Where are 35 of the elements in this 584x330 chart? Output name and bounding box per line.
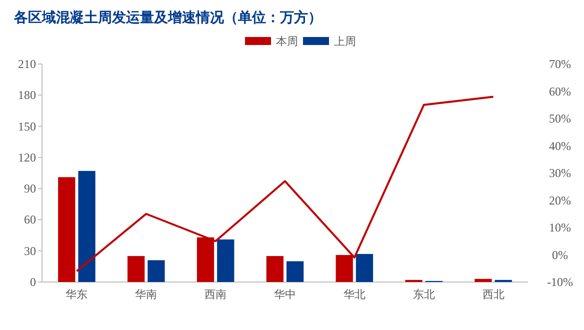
legend-label: 本周 (276, 35, 298, 48)
y-tick-label: 30 (24, 244, 36, 258)
x-tick-label: 华南 (135, 288, 158, 301)
bar (474, 278, 492, 282)
chart-title: 各区域混凝土周发运量及增速情况（单位：万方） (13, 9, 322, 26)
x-tick-label: 西南 (204, 288, 227, 301)
bar (148, 260, 165, 282)
y2-tick-label: 40% (549, 138, 571, 153)
bar (356, 254, 374, 282)
bar (217, 239, 234, 282)
y2-tick-label: 20% (549, 193, 571, 208)
y2-tick-label: -10% (547, 275, 573, 289)
x-tick-label: 华中 (274, 288, 296, 301)
x-tick-label: 华北 (343, 288, 366, 301)
y-tick-label: 120 (18, 150, 36, 164)
y-tick-label: 60 (24, 212, 36, 227)
bar (266, 256, 284, 282)
x-tick-label: 东北 (412, 288, 435, 301)
y2-tick-label: 30% (549, 166, 571, 180)
bar (286, 261, 304, 282)
y-tick-label: 90 (24, 182, 36, 196)
y2-tick-label: 50% (549, 112, 571, 126)
y-tick-label: 180 (18, 88, 36, 102)
y-tick-label: 210 (18, 57, 36, 71)
y2-tick-label: 60% (549, 84, 571, 98)
y2-tick-label: 10% (549, 220, 571, 234)
legend-label: 上周 (334, 35, 356, 48)
x-tick-label: 西北 (482, 288, 504, 301)
y-tick-label: 150 (18, 119, 36, 134)
bar (78, 170, 96, 282)
y2-tick-label: 0% (552, 248, 568, 262)
bar (128, 256, 145, 282)
x-tick-label: 华东 (66, 288, 88, 301)
y2-tick-label: 70% (549, 57, 571, 71)
y-tick-label: 0 (30, 275, 36, 289)
